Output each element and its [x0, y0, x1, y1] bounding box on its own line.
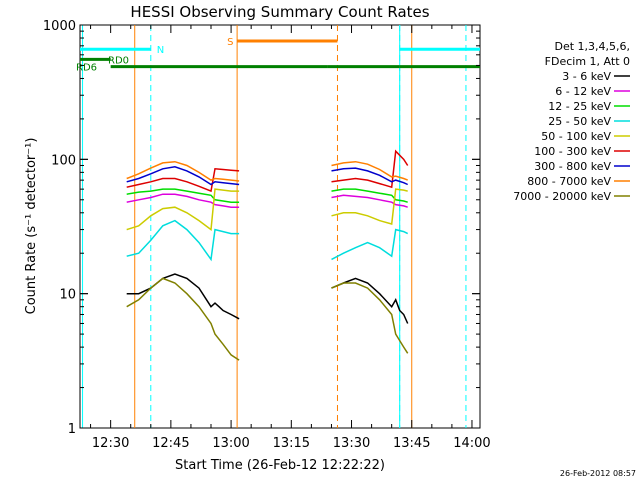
flag-label-s: S [227, 37, 233, 48]
x-tick-label-3: 13:15 [273, 436, 310, 451]
legend-entry-1: 6 - 12 keV [555, 85, 611, 98]
legend-entry-4: 50 - 100 keV [541, 130, 611, 143]
legend-entry-5: 100 - 300 keV [534, 145, 611, 158]
series-lines [126, 149, 409, 361]
legend-entry-6: 300 - 800 keV [534, 160, 611, 173]
legend: Det 1,3,4,5,6, FDecim 1, Att 0 3 - 6 keV 6 … [513, 40, 630, 203]
series-line-0-part-0 [126, 273, 240, 320]
series-line-1-part-0 [126, 193, 240, 208]
series-line-8-part-0 [126, 277, 240, 361]
x-tick-label-2: 13:00 [212, 436, 249, 451]
series-line-2-part-1 [331, 188, 408, 203]
footer-timestamp: 26-Feb-2012 08:57 [560, 469, 636, 478]
legend-entry-8: 7000 - 20000 keV [513, 190, 611, 203]
x-tick-label-4: 13:30 [333, 436, 370, 451]
series-line-5-part-0 [126, 167, 240, 193]
series-line-5-part-1 [331, 149, 409, 189]
flag-label-n: N [157, 45, 164, 56]
series-line-1-part-1 [331, 194, 408, 208]
x-tick-label-6: 14:00 [453, 436, 490, 451]
series-line-3-part-0 [126, 219, 240, 262]
legend-entry-0: 3 - 6 keV [562, 70, 611, 83]
flag-segments: N RD0 RD6 S [76, 37, 480, 74]
legend-header-0: Det 1,3,4,5,6, [554, 40, 630, 53]
y-axis-ticks: 1 10 100 1000 [43, 19, 480, 437]
x-tick-label-5: 13:45 [393, 436, 430, 451]
x-tick-label-1: 12:45 [152, 436, 189, 451]
y-tick-label-0: 1 [68, 422, 76, 437]
x-axis-ticks: 12:30 12:45 13:00 13:15 13:30 13:45 14:00 [90, 25, 491, 451]
flag-label-rd6: RD6 [76, 63, 97, 74]
series-line-2-part-0 [126, 188, 240, 203]
x-axis-label: Start Time (26-Feb-12 12:22:22) [175, 458, 385, 473]
legend-header-1: FDecim 1, Att 0 [545, 55, 630, 68]
series-line-6-part-1 [331, 167, 409, 186]
y-tick-label-2: 100 [51, 153, 76, 168]
plot-frame [79, 24, 481, 429]
series-line-7-part-0 [126, 160, 240, 182]
y-tick-label-1: 10 [59, 288, 76, 303]
legend-entry-7: 800 - 7000 keV [527, 175, 611, 188]
series-line-0-part-1 [331, 277, 409, 324]
series-line-4-part-1 [331, 188, 408, 225]
flag-label-rd0: RD0 [108, 55, 129, 66]
series-line-3-part-1 [331, 228, 409, 261]
y-axis-label: Count Rate (s⁻¹ detector⁻¹) [24, 138, 39, 315]
chart-title: HESSI Observing Summary Count Rates [130, 3, 429, 21]
series-line-4-part-0 [126, 188, 240, 231]
y-tick-label-3: 1000 [43, 19, 76, 34]
vertical-markers [82, 25, 467, 428]
series-line-8-part-1 [331, 282, 409, 354]
legend-entry-2: 12 - 25 keV [548, 100, 611, 113]
legend-entry-3: 25 - 50 keV [548, 115, 611, 128]
x-tick-label-0: 12:30 [92, 436, 129, 451]
series-line-6-part-0 [126, 166, 240, 186]
series-line-7-part-1 [331, 160, 408, 181]
